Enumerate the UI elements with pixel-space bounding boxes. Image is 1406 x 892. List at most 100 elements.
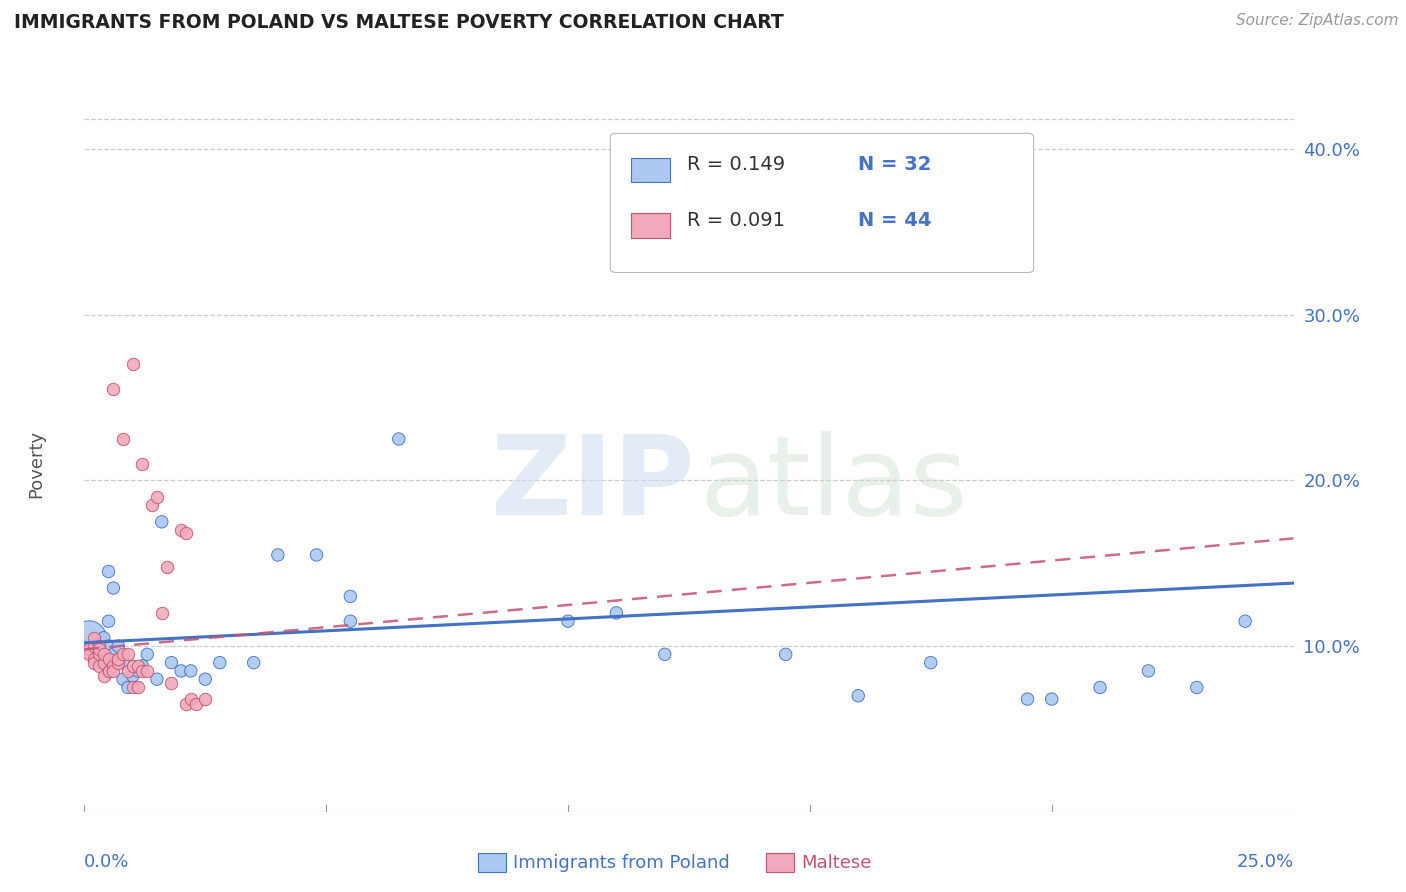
Point bbox=[77, 642, 100, 657]
Point bbox=[83, 639, 105, 653]
Point bbox=[174, 526, 197, 541]
Point bbox=[107, 652, 129, 666]
Point bbox=[93, 669, 115, 683]
Point bbox=[131, 457, 153, 471]
Point bbox=[117, 681, 139, 695]
Point bbox=[184, 697, 207, 711]
Point bbox=[103, 664, 125, 678]
Point bbox=[388, 432, 411, 446]
Point bbox=[131, 664, 153, 678]
Point bbox=[127, 681, 149, 695]
Point bbox=[1040, 692, 1063, 706]
Point bbox=[846, 689, 869, 703]
Point bbox=[107, 652, 129, 666]
FancyBboxPatch shape bbox=[610, 133, 1033, 273]
Point bbox=[117, 648, 139, 662]
Point bbox=[103, 659, 125, 673]
Point bbox=[160, 675, 183, 690]
Point bbox=[725, 233, 748, 247]
Point bbox=[121, 681, 143, 695]
Point bbox=[141, 498, 163, 512]
Point bbox=[150, 515, 173, 529]
Point bbox=[170, 664, 193, 678]
Point bbox=[305, 548, 328, 562]
Text: R = 0.149: R = 0.149 bbox=[686, 155, 785, 174]
Point bbox=[83, 656, 105, 670]
Point bbox=[103, 648, 125, 662]
Point bbox=[87, 648, 110, 662]
Point bbox=[87, 639, 110, 653]
Point bbox=[557, 614, 579, 628]
Point bbox=[87, 642, 110, 657]
Point bbox=[242, 656, 264, 670]
Text: R = 0.091: R = 0.091 bbox=[686, 211, 785, 230]
Point bbox=[1017, 692, 1039, 706]
Point bbox=[194, 692, 217, 706]
Point bbox=[180, 692, 202, 706]
Bar bbox=[631, 158, 669, 182]
Point bbox=[103, 382, 125, 396]
Text: ZIP: ZIP bbox=[491, 431, 695, 538]
Point bbox=[136, 648, 159, 662]
Point bbox=[121, 669, 143, 683]
Text: N = 44: N = 44 bbox=[858, 211, 932, 230]
Point bbox=[87, 642, 110, 657]
Point bbox=[654, 648, 676, 662]
Point bbox=[117, 664, 139, 678]
Point bbox=[339, 614, 361, 628]
Point bbox=[112, 432, 135, 446]
Text: Poverty: Poverty bbox=[27, 430, 45, 498]
Text: Maltese: Maltese bbox=[801, 854, 872, 871]
Text: 25.0%: 25.0% bbox=[1236, 854, 1294, 871]
Point bbox=[107, 639, 129, 653]
Point bbox=[1088, 681, 1111, 695]
Point bbox=[146, 490, 169, 504]
Point bbox=[93, 631, 115, 645]
Point bbox=[112, 656, 135, 670]
Bar bbox=[631, 213, 669, 238]
Point bbox=[97, 565, 120, 579]
Point bbox=[920, 656, 942, 670]
Text: Source: ZipAtlas.com: Source: ZipAtlas.com bbox=[1236, 13, 1399, 29]
Point bbox=[127, 659, 149, 673]
Point bbox=[150, 606, 173, 620]
Text: atlas: atlas bbox=[700, 431, 969, 538]
Point bbox=[97, 614, 120, 628]
Point bbox=[605, 606, 627, 620]
Point bbox=[112, 648, 135, 662]
Point bbox=[103, 581, 125, 595]
Point bbox=[93, 656, 115, 670]
Point bbox=[174, 697, 197, 711]
Point bbox=[1137, 664, 1160, 678]
Point bbox=[146, 672, 169, 686]
Text: IMMIGRANTS FROM POLAND VS MALTESE POVERTY CORRELATION CHART: IMMIGRANTS FROM POLAND VS MALTESE POVERT… bbox=[14, 13, 783, 32]
Point bbox=[1234, 614, 1257, 628]
Point bbox=[107, 656, 129, 670]
Point bbox=[1185, 681, 1208, 695]
Point bbox=[339, 590, 361, 604]
Point bbox=[77, 648, 100, 662]
Point bbox=[93, 648, 115, 662]
Point bbox=[97, 652, 120, 666]
Point bbox=[180, 664, 202, 678]
Point bbox=[267, 548, 290, 562]
Point bbox=[87, 659, 110, 673]
Point bbox=[155, 559, 177, 574]
Point bbox=[97, 664, 120, 678]
Point bbox=[208, 656, 231, 670]
Point bbox=[127, 664, 149, 678]
Text: 0.0%: 0.0% bbox=[84, 854, 129, 871]
Point bbox=[136, 664, 159, 678]
Point bbox=[97, 639, 120, 653]
Text: N = 32: N = 32 bbox=[858, 155, 932, 174]
Point bbox=[112, 672, 135, 686]
Text: Immigrants from Poland: Immigrants from Poland bbox=[513, 854, 730, 871]
Point bbox=[775, 648, 797, 662]
Point bbox=[83, 631, 105, 645]
Point bbox=[93, 656, 115, 670]
Point bbox=[83, 652, 105, 666]
Point bbox=[170, 523, 193, 537]
Point bbox=[131, 659, 153, 673]
Point bbox=[121, 659, 143, 673]
Point bbox=[121, 358, 143, 372]
